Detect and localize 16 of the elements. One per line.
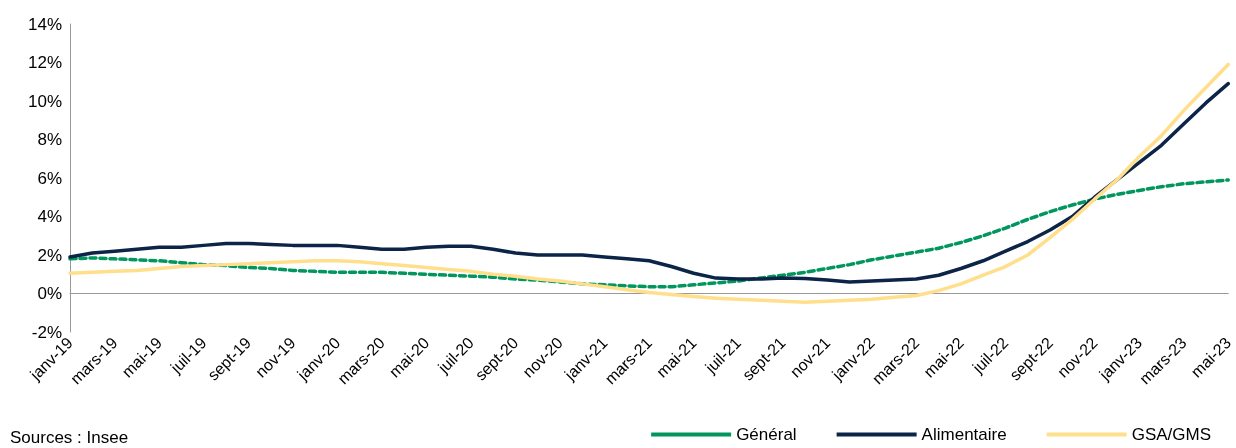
line-series bbox=[68, 62, 1230, 304]
y-tick-label: 8% bbox=[37, 130, 62, 149]
y-tick-label: 10% bbox=[27, 91, 62, 111]
legend-label: Alimentaire bbox=[921, 425, 1007, 444]
legend-label: Général bbox=[736, 425, 797, 444]
y-tick-label: 2% bbox=[37, 245, 62, 265]
source-note: Sources : Insee bbox=[10, 428, 129, 447]
y-tick-label: 4% bbox=[37, 207, 62, 226]
line-series bbox=[68, 81, 1230, 284]
line-series bbox=[68, 178, 1230, 289]
legend-label: GSA/GMS bbox=[1131, 425, 1212, 444]
y-tick-label: 0% bbox=[37, 284, 62, 303]
y-tick-label: 14% bbox=[27, 14, 62, 34]
y-tick-label: 6% bbox=[37, 168, 62, 188]
y-tick-label: 12% bbox=[27, 53, 62, 72]
y-tick-label: -2% bbox=[31, 322, 62, 342]
